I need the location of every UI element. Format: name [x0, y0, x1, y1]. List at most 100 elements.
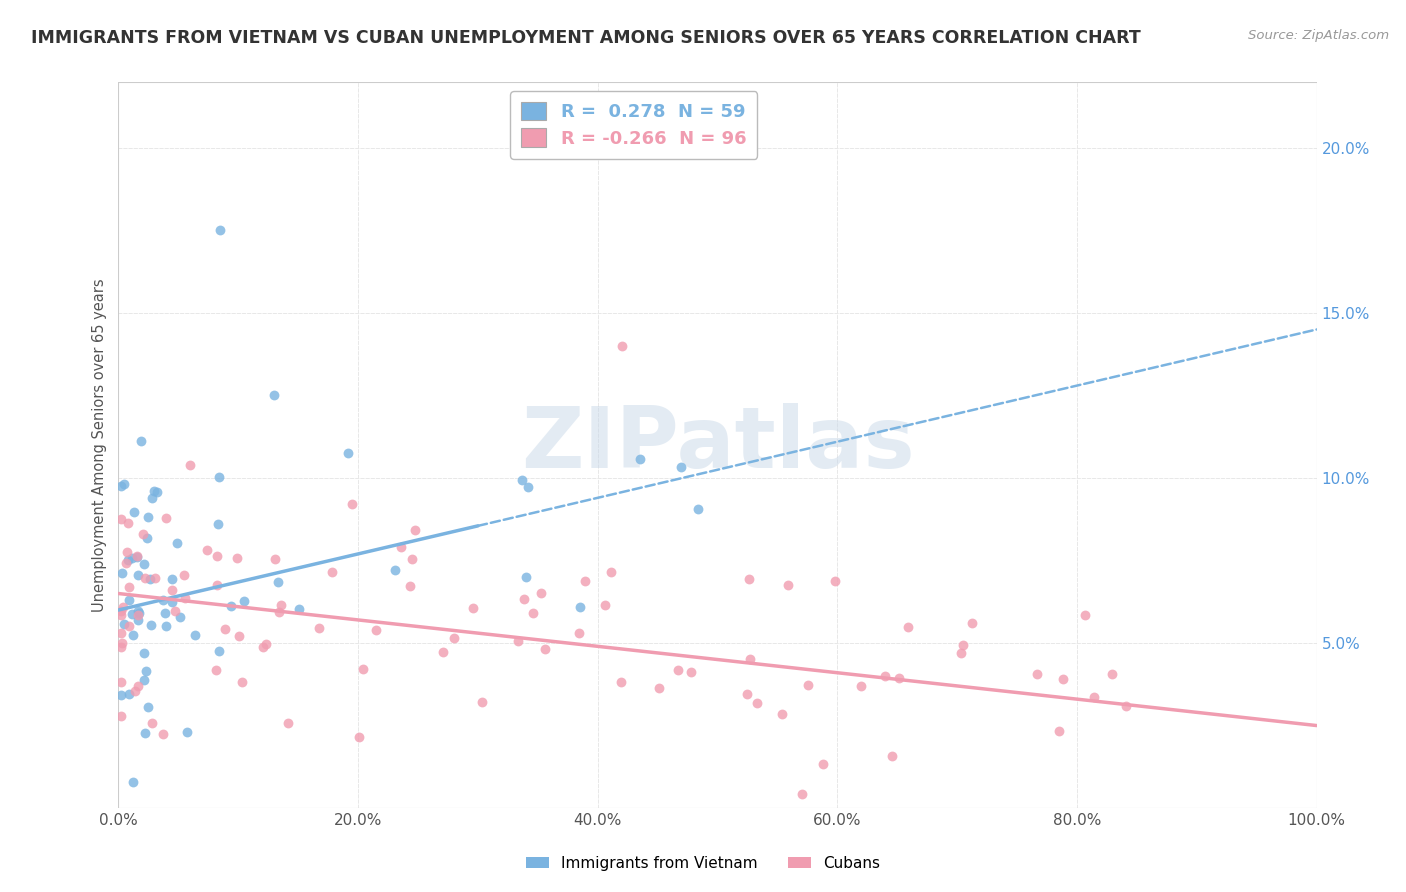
Point [139, 618, 162, 632]
Point [628, 452, 651, 467]
Point [209, 223, 232, 237]
Point [952, 638, 974, 652]
Point [134, 726, 156, 740]
Point [134, 571, 156, 585]
Point [471, 695, 494, 709]
Point [824, 574, 846, 588]
Point [152, 593, 174, 607]
Point [897, 620, 920, 634]
Point [214, 622, 236, 636]
Point [443, 631, 465, 645]
Point [666, 663, 689, 677]
Point [336, 446, 359, 460]
Point [152, 727, 174, 741]
Point [889, 671, 911, 685]
Point [1047, 724, 1070, 739]
Point [270, 598, 292, 612]
Point [404, 523, 426, 537]
Point [138, 572, 160, 586]
Point [534, 642, 557, 657]
Point [308, 621, 330, 635]
Point [163, 604, 186, 618]
Point [115, 556, 138, 570]
Point [849, 679, 872, 693]
Point [114, 476, 136, 491]
Point [681, 665, 703, 679]
Point [263, 388, 285, 402]
Point [510, 473, 533, 487]
Point [132, 673, 155, 688]
Point [950, 647, 973, 661]
Point [738, 572, 761, 586]
Point [169, 610, 191, 624]
Point [770, 707, 793, 722]
Point [121, 607, 143, 621]
Point [155, 511, 177, 525]
Point [110, 688, 132, 702]
Point [135, 664, 157, 678]
Point [208, 644, 231, 658]
Point [111, 599, 134, 614]
Point [778, 578, 800, 592]
Point [790, 787, 813, 801]
Point [131, 527, 153, 541]
Point [110, 675, 132, 690]
Point [599, 565, 621, 579]
Point [121, 774, 143, 789]
Point [132, 558, 155, 572]
Point [277, 716, 299, 731]
Point [960, 616, 983, 631]
Point [568, 625, 591, 640]
Point [173, 568, 195, 582]
Point [114, 617, 136, 632]
Point [610, 675, 633, 690]
Point [342, 497, 364, 511]
Point [796, 678, 818, 692]
Point [179, 458, 201, 472]
Point [1052, 672, 1074, 686]
Point [160, 582, 183, 597]
Point [256, 637, 278, 651]
Point [233, 594, 256, 608]
Legend: Immigrants from Vietnam, Cubans: Immigrants from Vietnam, Cubans [520, 850, 886, 877]
Point [121, 551, 143, 566]
Point [127, 608, 149, 623]
Point [288, 602, 311, 616]
Point [110, 566, 132, 580]
Point [176, 725, 198, 739]
Point [219, 599, 242, 613]
Point [125, 549, 148, 564]
Legend: R =  0.278  N = 59, R = -0.266  N = 96: R = 0.278 N = 59, R = -0.266 N = 96 [510, 91, 758, 159]
Point [155, 618, 177, 632]
Point [205, 663, 228, 677]
Point [110, 640, 132, 654]
Point [515, 570, 537, 584]
Point [136, 700, 159, 714]
Point [118, 580, 141, 594]
Point [574, 574, 596, 588]
Text: Source: ZipAtlas.com: Source: ZipAtlas.com [1249, 29, 1389, 42]
Point [610, 339, 633, 353]
Point [208, 470, 231, 484]
Point [1083, 690, 1105, 704]
Point [267, 605, 290, 619]
Point [153, 606, 176, 620]
Point [128, 606, 150, 620]
Point [117, 516, 139, 530]
Point [111, 636, 134, 650]
Point [517, 480, 540, 494]
Point [160, 594, 183, 608]
Point [162, 572, 184, 586]
Point [127, 613, 149, 627]
Point [522, 606, 544, 620]
Point [569, 599, 592, 614]
Point [174, 591, 197, 606]
Point [737, 687, 759, 701]
Point [686, 501, 709, 516]
Point [143, 483, 166, 498]
Point [118, 592, 141, 607]
Y-axis label: Unemployment Among Seniors over 65 years: Unemployment Among Seniors over 65 years [93, 278, 107, 612]
Point [1025, 667, 1047, 681]
Point [745, 696, 768, 710]
Point [121, 627, 143, 641]
